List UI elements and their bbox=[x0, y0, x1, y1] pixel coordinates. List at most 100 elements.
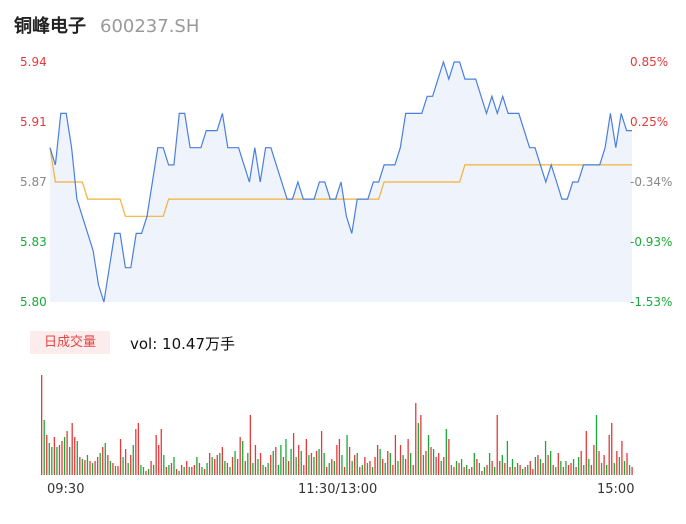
volume-bar bbox=[224, 461, 226, 475]
volume-bar bbox=[450, 465, 453, 475]
volume-bar bbox=[595, 415, 598, 475]
volume-bar bbox=[142, 467, 145, 475]
volume-bar bbox=[537, 455, 539, 475]
stock-header: 铜峰电子 600237.SH bbox=[14, 12, 199, 40]
volume-bar bbox=[135, 429, 137, 475]
y-tick-right: 0.85% bbox=[630, 55, 669, 69]
volume-bar bbox=[96, 457, 99, 475]
volume-bar bbox=[471, 467, 473, 475]
stock-code: 600237.SH bbox=[100, 16, 200, 37]
volume-bar bbox=[71, 423, 73, 475]
volume-bar bbox=[206, 463, 208, 475]
volume-bar bbox=[270, 455, 272, 475]
volume-bar bbox=[588, 459, 590, 475]
volume-bar bbox=[621, 441, 623, 475]
volume-bar bbox=[468, 469, 470, 475]
volume-bar bbox=[522, 469, 524, 475]
volume-bar bbox=[374, 457, 376, 475]
volume-bar bbox=[519, 465, 521, 475]
volume-bar bbox=[247, 453, 249, 475]
volume-bar bbox=[323, 453, 325, 475]
volume-bar bbox=[63, 437, 66, 475]
y-tick-right: -1.53% bbox=[630, 295, 673, 309]
volume-bar bbox=[583, 465, 585, 475]
volume-bar bbox=[295, 457, 297, 475]
volume-bar bbox=[211, 457, 213, 475]
volume-bar bbox=[333, 461, 335, 475]
volume-bar bbox=[61, 441, 63, 475]
volume-bar bbox=[351, 461, 353, 475]
volume-bar bbox=[315, 451, 318, 475]
volume-bar bbox=[544, 441, 547, 475]
volume-bar bbox=[585, 431, 587, 475]
volume-bar bbox=[58, 445, 61, 475]
volume-bar bbox=[567, 465, 570, 475]
volume-bar bbox=[104, 443, 106, 475]
volume-bar bbox=[328, 463, 330, 475]
volume-bar bbox=[257, 459, 259, 475]
volume-bar bbox=[175, 469, 178, 475]
volume-bar bbox=[259, 453, 262, 475]
volume-bar bbox=[366, 463, 369, 475]
volume-bar bbox=[611, 423, 613, 475]
volume-bar bbox=[137, 423, 140, 475]
volume-bar bbox=[397, 461, 399, 475]
volume-bar bbox=[109, 461, 112, 475]
volume-bar bbox=[394, 435, 397, 475]
volume-bar bbox=[193, 465, 195, 475]
volume-bar bbox=[514, 467, 516, 475]
volume-bar bbox=[504, 463, 506, 475]
volume-bar bbox=[338, 439, 341, 475]
volume-bar bbox=[320, 431, 323, 475]
volume-bar bbox=[410, 453, 412, 475]
volume-bar bbox=[242, 441, 244, 475]
volume-bar bbox=[86, 455, 89, 475]
volume-bar bbox=[102, 447, 104, 475]
volume-bar bbox=[361, 465, 363, 475]
volume-bar bbox=[313, 457, 315, 475]
volume-bar bbox=[331, 459, 333, 475]
volume-bar bbox=[48, 443, 50, 475]
volume-bar bbox=[155, 435, 157, 475]
volume-tab[interactable]: 日成交量 bbox=[30, 331, 110, 354]
volume-bar bbox=[130, 455, 132, 475]
volume-bar bbox=[499, 461, 501, 475]
volume-bar bbox=[112, 463, 114, 475]
volume-bar bbox=[231, 457, 234, 475]
volume-bar bbox=[158, 445, 160, 475]
volume-bar bbox=[305, 439, 307, 475]
volume-bar bbox=[310, 453, 313, 475]
volume-bar bbox=[124, 449, 127, 475]
volume-bar bbox=[180, 465, 183, 475]
volume-bar bbox=[483, 467, 486, 475]
volume-bar bbox=[74, 437, 76, 475]
volume-bar bbox=[392, 465, 394, 475]
volume-bar bbox=[578, 457, 580, 475]
x-tick-label: 11:30/13:00 bbox=[298, 482, 378, 497]
volume-bar bbox=[494, 467, 496, 475]
volume-bar bbox=[178, 471, 180, 475]
volume-bar bbox=[183, 467, 185, 475]
volume-bar bbox=[203, 469, 206, 475]
volume-bar bbox=[84, 460, 86, 475]
volume-bar bbox=[440, 461, 442, 475]
volume-bar bbox=[402, 455, 404, 475]
volume-bar bbox=[506, 441, 509, 475]
volume-bar bbox=[417, 423, 419, 475]
volume-bar bbox=[41, 375, 43, 475]
volume-bar bbox=[343, 467, 346, 475]
volume-bar bbox=[534, 457, 537, 475]
volume-bar bbox=[150, 461, 152, 475]
y-tick-right: -0.34% bbox=[630, 175, 673, 189]
volume-bar bbox=[356, 453, 358, 475]
volume-bar bbox=[618, 457, 621, 475]
volume-bar bbox=[613, 463, 615, 475]
volume-bar bbox=[473, 453, 475, 475]
volume-bar bbox=[369, 461, 371, 475]
volume-bar bbox=[501, 455, 503, 475]
volume-bar bbox=[562, 467, 565, 475]
y-tick-left: 5.94 bbox=[20, 55, 47, 69]
volume-bar bbox=[216, 455, 218, 475]
volume-bar bbox=[529, 461, 531, 475]
volume-bar bbox=[107, 455, 109, 475]
